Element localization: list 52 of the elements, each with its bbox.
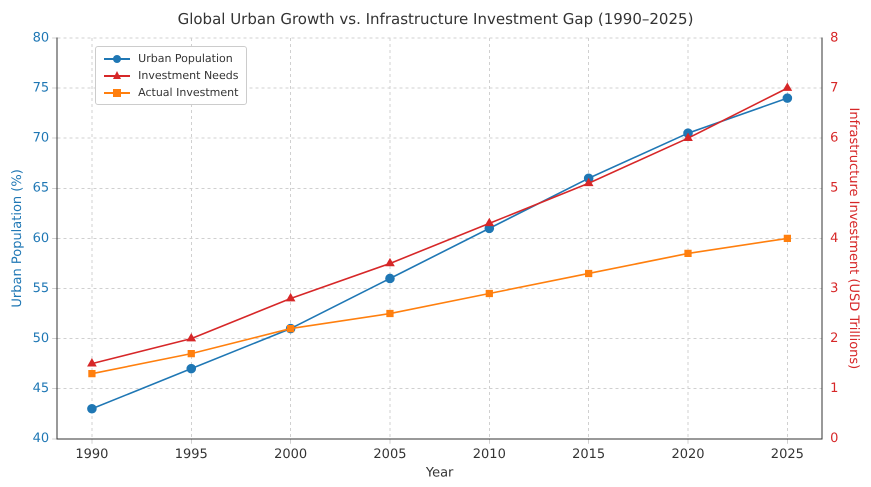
- x-tick-label: 1995: [174, 446, 208, 462]
- point: [684, 133, 692, 141]
- legend-label: Investment Needs: [138, 69, 238, 82]
- y-axis-title: Urban Population (%): [10, 169, 26, 308]
- x-tick-label: 2000: [274, 446, 308, 462]
- y-tick-label: 65: [32, 180, 50, 196]
- y2-tick-label: 4: [830, 230, 838, 246]
- x-tick-label: 2010: [472, 446, 506, 462]
- legend-label: Urban Population: [138, 52, 233, 65]
- x-axis-title: Year: [424, 466, 454, 481]
- point: [585, 270, 592, 278]
- y2-tick-label: 8: [830, 30, 838, 46]
- point: [385, 274, 395, 284]
- point: [486, 290, 493, 298]
- y-tick-label: 45: [32, 381, 50, 396]
- x-tick-label: 2020: [671, 446, 705, 462]
- y2-tick-label: 6: [830, 130, 838, 146]
- y2-tick-label: 1: [830, 381, 838, 396]
- y-tick-label: 75: [32, 80, 50, 96]
- y2-tick-label: 7: [830, 80, 838, 96]
- y2-tick-label: 5: [830, 180, 838, 196]
- point: [784, 234, 791, 242]
- y2-tick-label: 0: [830, 431, 838, 446]
- point: [485, 218, 494, 226]
- y2-tick-label: 2: [830, 330, 838, 346]
- y-tick-label: 40: [32, 431, 50, 446]
- point: [87, 404, 97, 414]
- point: [386, 258, 394, 266]
- point: [186, 364, 196, 374]
- chart-title: Global Urban Growth vs. Infrastructure Investment Gap (1990–2025): [176, 10, 694, 28]
- point: [783, 83, 792, 91]
- x-tick-label: 1990: [75, 446, 108, 462]
- y-tick-label: 50: [32, 330, 50, 346]
- x-tick-label: 2005: [373, 446, 407, 462]
- point: [88, 370, 96, 378]
- x-tick-label: 2025: [770, 446, 804, 462]
- point: [286, 294, 295, 302]
- x-tick-label: 2015: [572, 446, 606, 462]
- point: [684, 250, 692, 258]
- point: [584, 178, 593, 186]
- y2-tick-label: 3: [830, 280, 838, 296]
- legend-label: Actual Investment: [138, 86, 238, 99]
- point: [187, 334, 196, 342]
- y-tick-label: 60: [32, 230, 50, 246]
- y-tick-label: 55: [32, 280, 50, 296]
- point: [386, 310, 394, 318]
- point: [188, 350, 195, 358]
- point: [782, 93, 792, 103]
- y-tick-label: 80: [32, 30, 50, 46]
- point: [88, 358, 96, 366]
- y2-axis-title: Infrastructure Investment (USD Trillions): [846, 108, 861, 370]
- y-tick-label: 70: [32, 130, 50, 146]
